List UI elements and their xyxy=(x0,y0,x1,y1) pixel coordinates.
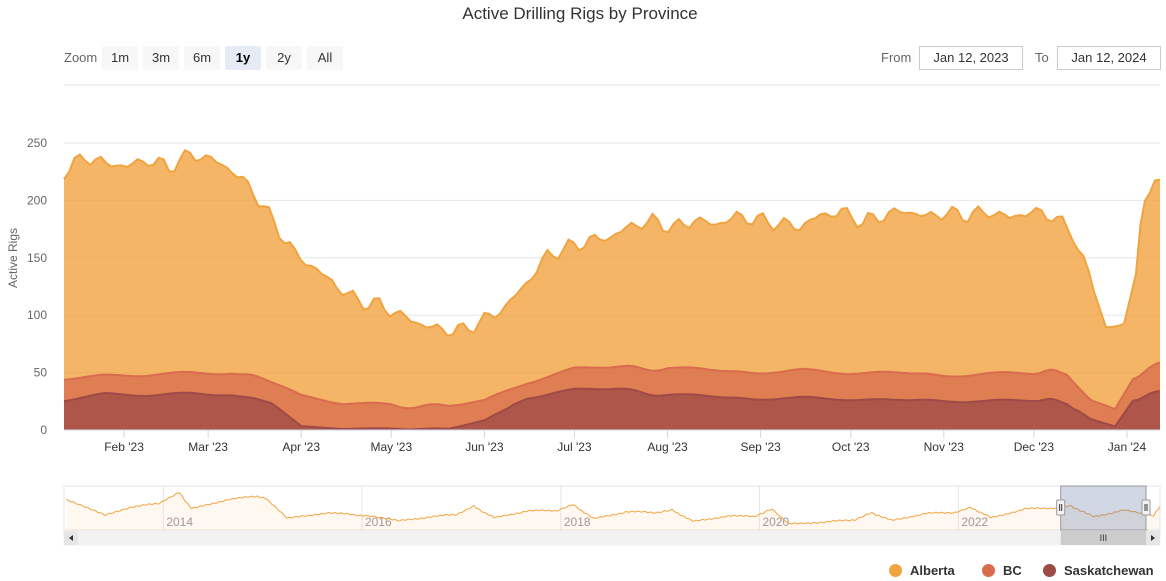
navigator-series-line xyxy=(66,492,1161,525)
x-tick-label: Dec '23 xyxy=(1014,440,1055,454)
navigator-selection[interactable] xyxy=(1060,485,1147,531)
zoom-label: Zoom xyxy=(64,50,98,65)
navigator-handle-right[interactable] xyxy=(1141,499,1151,516)
series-area-saskatchewan xyxy=(64,388,1160,430)
legend-bc[interactable]: BC xyxy=(982,563,1022,578)
from-date-input[interactable]: Jan 12, 2023 xyxy=(919,46,1023,70)
x-tick-label: Nov '23 xyxy=(924,440,965,454)
x-tick-label: Mar '23 xyxy=(188,440,228,454)
series-areas xyxy=(63,148,1161,431)
y-tick-label: 100 xyxy=(27,308,47,322)
navigator-series-area xyxy=(66,492,1160,530)
x-tick-label: Feb '23 xyxy=(104,440,144,454)
to-date-input[interactable]: Jan 12, 2024 xyxy=(1057,46,1161,70)
zoom-1m-button[interactable]: 1m xyxy=(102,46,138,70)
series-area-alberta xyxy=(64,150,1160,431)
legend-saskatchewan[interactable]: Saskatchewan xyxy=(1043,563,1154,578)
navigator-frame xyxy=(63,485,1161,531)
navigator-year-label: 2014 xyxy=(166,515,193,529)
navigator-handle-left[interactable] xyxy=(1056,499,1066,516)
legend-bc-marker xyxy=(982,564,995,577)
zoom-1y-button[interactable]: 1y xyxy=(225,46,261,70)
y-tick-label: 200 xyxy=(27,193,47,207)
navigator-year-label: 2022 xyxy=(961,515,988,529)
zoom-2y-button[interactable]: 2y xyxy=(266,46,302,70)
legend-alberta[interactable]: Alberta xyxy=(889,563,955,578)
chart-title: Active Drilling Rigs by Province xyxy=(462,4,698,23)
series-line-alberta xyxy=(63,148,1161,337)
from-label: From xyxy=(881,50,912,65)
zoom-3m-button[interactable]: 3m xyxy=(143,46,179,70)
legend-bc-label: BC xyxy=(1003,563,1022,578)
y-tick-label: 0 xyxy=(40,423,47,437)
legend-alberta-label: Alberta xyxy=(910,563,955,578)
x-tick-label: Aug '23 xyxy=(647,440,688,454)
series-line-saskatchewan xyxy=(63,387,1161,431)
scroll-left-arrow-icon xyxy=(69,535,73,541)
series-line-bc xyxy=(63,361,1161,411)
scrollbar-thumb[interactable] xyxy=(1060,531,1146,545)
y-tick-label: 150 xyxy=(27,251,47,265)
x-tick-label: Jul '23 xyxy=(557,440,592,454)
x-tick-label: Jan '24 xyxy=(1108,440,1147,454)
x-tick-label: Jun '23 xyxy=(465,440,504,454)
y-axis: 0 50 100 150 200 250 xyxy=(27,136,47,437)
legend-saskatchewan-label: Saskatchewan xyxy=(1064,563,1154,578)
y-tick-label: 250 xyxy=(27,136,47,150)
y-axis-label: Active Rigs xyxy=(6,228,20,288)
scroll-right-arrow-icon xyxy=(1151,535,1155,541)
scrollbar-track[interactable] xyxy=(63,530,1161,546)
x-tick-label: Apr '23 xyxy=(282,440,320,454)
legend-saskatchewan-marker xyxy=(1043,564,1056,577)
zoom-6m-button[interactable]: 6m xyxy=(184,46,220,70)
navigator-year-label: 2018 xyxy=(564,515,591,529)
zoom-all-button[interactable]: All xyxy=(307,46,343,70)
x-tick-label: May '23 xyxy=(370,440,412,454)
y-tick-label: 50 xyxy=(34,366,48,380)
legend-alberta-marker xyxy=(889,564,902,577)
x-tick-label: Oct '23 xyxy=(832,440,870,454)
to-label: To xyxy=(1035,50,1049,65)
x-axis: Feb '23 Mar '23 Apr '23 May '23 Jun '23 Jul '… xyxy=(64,429,1160,454)
x-tick-label: Sep '23 xyxy=(740,440,781,454)
scrollbar-grip: III xyxy=(1100,533,1108,543)
